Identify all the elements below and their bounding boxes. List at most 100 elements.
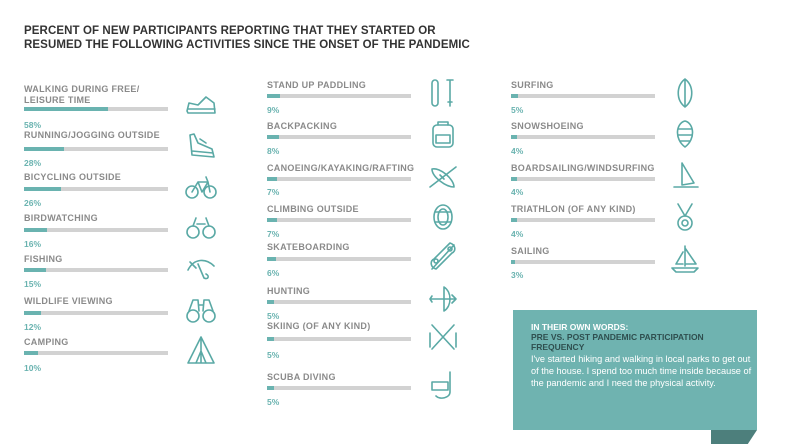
- percent-label: 5%: [511, 105, 524, 115]
- activity-label: CLIMBING OUTSIDE: [267, 204, 359, 214]
- activity-label: SKATEBOARDING: [267, 242, 350, 252]
- bar-track: [511, 135, 655, 139]
- bar-track: [267, 300, 411, 304]
- percent-label: 8%: [267, 146, 280, 156]
- bar-track: [267, 177, 411, 181]
- climbing-rope-icon: [426, 202, 460, 232]
- tent-icon: [184, 335, 218, 365]
- bar-fill: [511, 177, 517, 181]
- percent-label: 12%: [24, 322, 42, 332]
- chart-title: PERCENT OF NEW PARTICIPANTS REPORTING TH…: [24, 24, 470, 52]
- bow-arrow-icon: [426, 284, 460, 314]
- activity-item: STAND UP PADDLING 9%: [267, 80, 417, 115]
- activity-label: SKIING (OF ANY KIND): [267, 321, 371, 331]
- kayak-icon: [426, 161, 460, 191]
- activity-label: BOARDSAILING/WINDSURFING: [511, 163, 655, 173]
- activity-item: BOARDSAILING/WINDSURFING 4%: [511, 163, 661, 197]
- activity-item: SURFING 5%: [511, 80, 661, 115]
- activity-item: FISHING 15%: [24, 254, 174, 289]
- surfboard-icon: [668, 78, 702, 108]
- activity-item: SCUBA DIVING 5%: [267, 372, 417, 407]
- fishing-fly-icon: [184, 252, 218, 282]
- bar-fill: [267, 177, 278, 181]
- bar-fill: [24, 268, 46, 272]
- bar-fill: [267, 218, 278, 222]
- title-line: PERCENT OF NEW PARTICIPANTS REPORTING TH…: [24, 25, 436, 37]
- activity-label: SCUBA DIVING: [267, 372, 336, 382]
- activity-item: SKATEBOARDING 6%: [267, 242, 417, 278]
- activity-item: CAMPING 10%: [24, 337, 174, 373]
- percent-label: 7%: [267, 229, 280, 239]
- bar-fill: [267, 94, 280, 98]
- windsurf-icon: [668, 161, 702, 191]
- bar-track: [24, 268, 168, 272]
- activity-item: CLIMBING OUTSIDE 7%: [267, 204, 417, 239]
- backpack-icon: [426, 119, 460, 149]
- bar-fill: [267, 337, 275, 341]
- birdwatching-binoculars-icon: [184, 212, 218, 242]
- activity-item: SKIING (OF ANY KIND) 5%: [267, 321, 417, 360]
- activity-label: BACKPACKING: [267, 121, 338, 131]
- bar-fill: [24, 311, 42, 315]
- activity-label: HUNTING: [267, 286, 311, 296]
- quote-box: IN THEIR OWN WORDS: PRE VS. POST PANDEMI…: [513, 310, 757, 430]
- percent-label: 5%: [267, 350, 280, 360]
- bar-track: [24, 228, 168, 232]
- bar-fill: [24, 228, 48, 232]
- activity-label: SURFING: [511, 80, 554, 90]
- percent-label: 10%: [24, 363, 42, 373]
- bar-track: [511, 260, 655, 264]
- activity-label: SAILING: [511, 246, 550, 256]
- bar-track: [267, 257, 411, 261]
- box-fold: [711, 430, 757, 444]
- bar-track: [24, 187, 168, 191]
- bar-track: [267, 94, 411, 98]
- percent-label: 26%: [24, 198, 42, 208]
- quote-heading: IN THEIR OWN WORDS:: [531, 322, 629, 332]
- activity-label: WILDLIFE VIEWING: [24, 296, 113, 306]
- activity-label: SNOWSHOEING: [511, 121, 584, 131]
- percent-label: 3%: [511, 270, 524, 280]
- bar-fill: [511, 218, 517, 222]
- bar-fill: [24, 187, 62, 191]
- activity-item: WALKING DURING FREE/LEISURE TIME 58%: [24, 84, 174, 130]
- bar-fill: [511, 94, 519, 98]
- activity-item: SNOWSHOEING 4%: [511, 121, 661, 156]
- bar-track: [267, 337, 411, 341]
- activity-item: HUNTING 5%: [267, 286, 417, 321]
- bar-fill: [267, 135, 279, 139]
- bar-track: [267, 386, 411, 390]
- bar-fill: [267, 300, 275, 304]
- activity-label: CAMPING: [24, 337, 69, 347]
- skateboard-icon: [426, 241, 460, 271]
- percent-label: 4%: [511, 146, 524, 156]
- percent-label: 5%: [267, 397, 280, 407]
- percent-label: 16%: [24, 239, 42, 249]
- activity-label: RUNNING/JOGGING OUTSIDE: [24, 130, 160, 140]
- percent-label: 6%: [267, 268, 280, 278]
- bar-track: [267, 218, 411, 222]
- bar-track: [511, 94, 655, 98]
- percent-label: 4%: [511, 229, 524, 239]
- bar-track: [24, 351, 168, 355]
- activity-item: WILDLIFE VIEWING 12%: [24, 296, 174, 332]
- percent-label: 58%: [24, 120, 42, 130]
- activity-item: BIRDWATCHING 16%: [24, 213, 174, 249]
- activity-item: TRIATHLON (OF ANY KIND) 4%: [511, 204, 661, 239]
- percent-label: 4%: [511, 187, 524, 197]
- bar-track: [24, 107, 168, 111]
- skis-icon: [426, 321, 460, 351]
- activity-label: FISHING: [24, 254, 63, 264]
- activity-item: BICYCLING OUTSIDE 26%: [24, 172, 174, 208]
- snowshoe-icon: [668, 119, 702, 149]
- activity-label: BICYCLING OUTSIDE: [24, 172, 122, 182]
- quote-text: I've started hiking and walking in local…: [531, 354, 752, 388]
- bar-fill: [511, 260, 516, 264]
- quote-subheading: PRE VS. POST PANDEMIC PARTICIPATION FREQ…: [531, 332, 704, 352]
- bar-track: [511, 218, 655, 222]
- activity-label: TRIATHLON (OF ANY KIND): [511, 204, 636, 214]
- percent-label: 7%: [267, 187, 280, 197]
- activity-label: WALKING DURING FREE/LEISURE TIME: [24, 84, 140, 105]
- activity-label: BIRDWATCHING: [24, 213, 98, 223]
- activity-item: SAILING 3%: [511, 246, 661, 280]
